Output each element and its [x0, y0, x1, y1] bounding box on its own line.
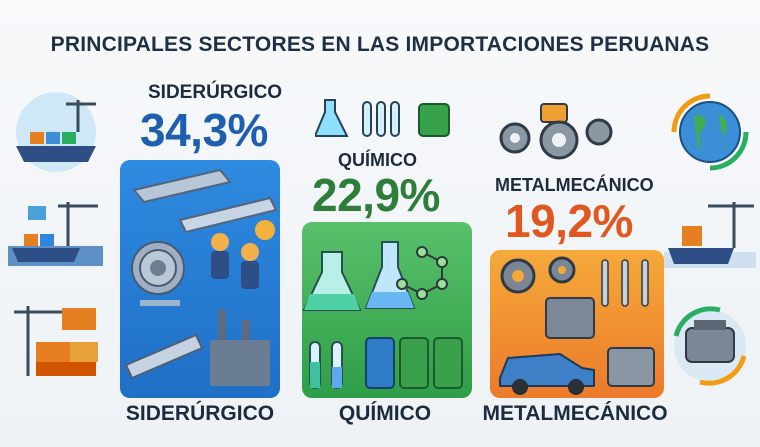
bar-siderurgico	[120, 160, 280, 398]
page-title: PRINCIPALES SECTORES EN LAS IMPORTACIONE…	[50, 33, 710, 56]
engine-arrows-icon	[673, 306, 747, 386]
flasks-icon	[315, 99, 450, 137]
ship-crane-icon	[664, 202, 756, 268]
sector-label-top-2: METALMECÁNICO	[495, 175, 654, 195]
metalwork-illustration-icon	[499, 256, 655, 395]
bar-quimico	[302, 222, 472, 398]
sector-label-top-1: QUÍMICO	[338, 150, 417, 170]
value-label-0: 34,3%	[140, 104, 268, 156]
steel-illustration-icon	[124, 168, 278, 386]
sector-label-top-0: SIDERÚRGICO	[148, 82, 283, 103]
containers-crane-icon	[14, 306, 98, 376]
cargo-ship-crane-icon	[16, 92, 96, 172]
chemistry-illustration-icon	[302, 241, 463, 389]
category-label-2: METALMECÁNICO	[482, 402, 668, 425]
gears-icon	[499, 103, 613, 160]
category-label-0: SIDERÚRGICO	[125, 402, 275, 425]
category-label-1: QUÍMICO	[338, 402, 432, 425]
port-cranes-ship-icon	[8, 202, 103, 266]
value-label-2: 19,2%	[505, 195, 633, 247]
globe-arrows-icon	[671, 93, 749, 171]
value-label-1: 22,9%	[312, 169, 440, 221]
bar-metalmecanico	[490, 250, 664, 398]
